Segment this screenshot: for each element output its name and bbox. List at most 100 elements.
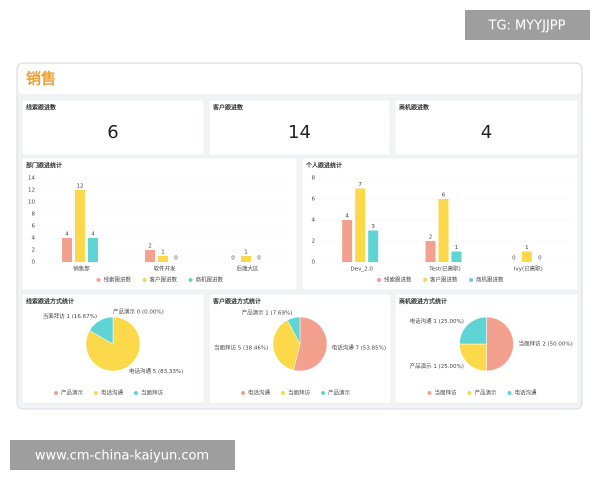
- legend-swatch: [241, 391, 245, 395]
- page-title: 销售: [26, 70, 56, 88]
- pie-slice: [459, 316, 487, 345]
- legend-label: 线索跟进数: [104, 276, 132, 284]
- chart-title: 个人跟进统计: [305, 162, 342, 170]
- legend-label: 客户跟进数: [430, 276, 458, 284]
- y-tick-label: 2: [32, 248, 36, 254]
- bar-value-label: 0: [257, 256, 261, 262]
- bar-value-label: 1: [455, 245, 459, 251]
- legend-swatch: [467, 391, 472, 395]
- bar-value-label: 0: [174, 256, 178, 262]
- legend-label: 当面拜访: [435, 389, 458, 397]
- x-tick-label: Test(已离职): [428, 265, 461, 273]
- legend-label: 电话沟通: [248, 389, 271, 397]
- legend-label: 产品演示: [328, 389, 351, 397]
- kpi-value: 4: [481, 122, 492, 143]
- bar: [87, 238, 98, 262]
- legend-label: 产品演示: [61, 389, 84, 397]
- bar-value-label: 6: [442, 193, 446, 199]
- bar: [241, 256, 251, 262]
- bar-value-label: 1: [161, 250, 165, 256]
- legend-swatch: [134, 391, 138, 395]
- legend-swatch: [507, 391, 512, 395]
- watermark: TG: MYYJJPP: [488, 19, 566, 34]
- legend-swatch: [96, 278, 101, 282]
- y-tick-label: 0: [32, 260, 36, 266]
- bar-value-label: 4: [65, 232, 69, 238]
- slice-label: 电话沟通 5 (83.33%): [129, 367, 183, 375]
- kpi-label: 客户跟进数: [212, 104, 244, 112]
- y-tick-label: 14: [28, 176, 35, 182]
- pie-slice: [89, 316, 114, 345]
- y-tick-label: 8: [32, 212, 36, 218]
- watermark-box: [465, 10, 590, 40]
- bar-value-label: 3: [371, 224, 375, 230]
- x-tick-label: Dev_2.0: [350, 267, 373, 273]
- bar-value-label: 0: [512, 256, 516, 262]
- legend-label: 客户跟进数: [150, 276, 178, 284]
- pie-slice: [293, 316, 328, 372]
- bar: [425, 241, 436, 262]
- slice-label: 电话沟通 1 (25.00%): [410, 317, 464, 325]
- pie-slice: [459, 343, 487, 372]
- y-tick-label: 4: [312, 218, 316, 224]
- chart-title: 线索跟进方式统计: [26, 298, 74, 306]
- slice-label: 产品演示 1 (7.69%): [242, 308, 293, 316]
- legend-label: 商机跟进数: [476, 276, 504, 284]
- y-tick-label: 10: [28, 200, 35, 206]
- bar-value-label: 1: [244, 250, 248, 256]
- x-tick-label: 销售部: [73, 265, 90, 273]
- legend-swatch: [94, 391, 98, 395]
- legend-label: 电话沟通: [101, 389, 124, 397]
- kpi-label: 线索跟进数: [26, 104, 57, 112]
- legend-label: 产品演示: [475, 389, 498, 397]
- y-tick-label: 8: [312, 176, 316, 182]
- slice-label: 当面拜访 2 (50.00%): [519, 340, 573, 348]
- bar: [355, 188, 366, 262]
- y-tick-label: 6: [312, 197, 316, 203]
- y-tick-label: 0: [312, 260, 316, 266]
- bar-value-label: 0: [231, 256, 235, 262]
- legend-swatch: [188, 278, 193, 282]
- legend-swatch: [423, 278, 427, 282]
- legend-swatch: [142, 278, 147, 282]
- card: [208, 99, 391, 156]
- legend-swatch: [54, 391, 58, 395]
- x-tick-label: 软件开发: [153, 265, 176, 273]
- legend-label: 线索跟进数: [384, 276, 412, 284]
- bar: [75, 190, 85, 262]
- legend-swatch: [281, 391, 285, 395]
- bar-value-label: 1: [525, 245, 529, 251]
- bar-value-label: 2: [148, 244, 152, 250]
- slice-label: 电话沟通 7 (53.85%): [332, 343, 386, 351]
- bar: [62, 238, 73, 262]
- legend-swatch: [469, 278, 473, 282]
- legend-label: 当面拜访: [288, 389, 311, 397]
- y-tick-label: 2: [312, 239, 316, 245]
- watermark: www.cm-china-kaiyun.com: [35, 449, 209, 464]
- legend-label: 商机跟进数: [196, 276, 224, 284]
- pie-slice: [272, 319, 301, 371]
- legend-label: 电话沟通: [515, 389, 538, 397]
- pie-slice: [486, 316, 514, 372]
- watermark-box: [10, 440, 235, 470]
- card: [21, 157, 298, 291]
- bar: [158, 256, 168, 262]
- bar-value-label: 4: [345, 214, 349, 220]
- bar: [368, 230, 379, 262]
- bar: [451, 251, 462, 262]
- bar: [145, 250, 156, 262]
- bar: [521, 251, 532, 262]
- chart-title: 客户跟进方式统计: [212, 298, 261, 306]
- bar: [342, 220, 353, 262]
- slice-label: 产品演示 1 (25.00%): [410, 362, 464, 370]
- bar-value-label: 12: [77, 184, 84, 190]
- y-tick-label: 6: [32, 224, 36, 230]
- kpi-value: 14: [288, 122, 311, 143]
- bar-value-label: 0: [538, 256, 542, 262]
- pie-slice: [287, 316, 301, 345]
- y-tick-label: 12: [28, 188, 35, 194]
- slice-label: 产品演示 0 (0.00%): [113, 308, 164, 316]
- x-tick-label: lvy(已离职): [514, 265, 543, 273]
- chart-title: 部门跟进统计: [26, 162, 62, 170]
